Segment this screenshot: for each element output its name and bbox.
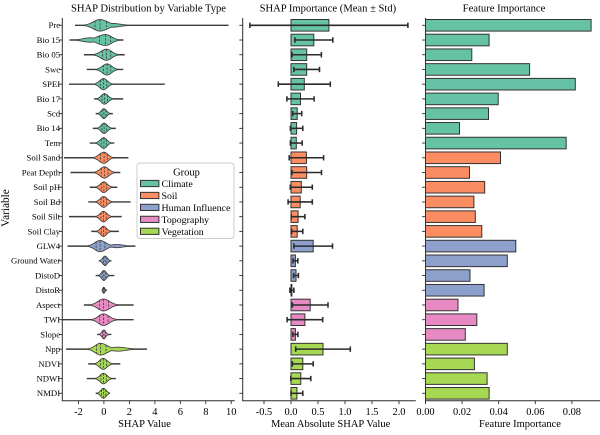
- svg-text:1.0: 1.0: [339, 407, 352, 418]
- svg-text:0.0: 0.0: [285, 407, 298, 418]
- svg-text:Peat Depth: Peat Depth: [22, 167, 61, 177]
- svg-text:Variable: Variable: [0, 189, 12, 227]
- svg-text:Soil pH: Soil pH: [33, 182, 61, 192]
- svg-text:SHAP Importance (Mean ± Std): SHAP Importance (Mean ± Std): [260, 3, 397, 14]
- svg-text:2.0: 2.0: [393, 407, 406, 418]
- svg-text:Bio 05: Bio 05: [37, 50, 60, 60]
- svg-text:Mean Absolute SHAP Value: Mean Absolute SHAP Value: [271, 419, 391, 430]
- svg-text:0.08: 0.08: [563, 407, 581, 418]
- svg-text:-0.5: -0.5: [256, 407, 272, 418]
- svg-text:Aspect: Aspect: [36, 300, 61, 310]
- svg-text:SPEI: SPEI: [42, 79, 60, 89]
- svg-text:Soil Sand: Soil Sand: [27, 153, 61, 163]
- svg-text:NDVI: NDVI: [38, 359, 60, 369]
- svg-text:1.5: 1.5: [366, 407, 379, 418]
- svg-text:Slope: Slope: [40, 329, 60, 339]
- svg-text:Npp: Npp: [45, 344, 60, 354]
- svg-text:Climate: Climate: [162, 179, 194, 190]
- svg-text:0.02: 0.02: [453, 407, 471, 418]
- svg-text:Human Influence: Human Influence: [162, 203, 231, 214]
- svg-text:Bio 15: Bio 15: [37, 35, 60, 45]
- svg-text:Soil Clay: Soil Clay: [28, 226, 61, 236]
- svg-text:Feature Importance: Feature Importance: [479, 419, 561, 430]
- svg-text:DistoD: DistoD: [35, 270, 60, 280]
- svg-text:Tem: Tem: [45, 138, 61, 148]
- svg-text:6: 6: [178, 407, 183, 418]
- svg-text:Vegetation: Vegetation: [162, 227, 204, 238]
- svg-text:2: 2: [127, 407, 132, 418]
- svg-text:NMDI: NMDI: [37, 388, 60, 398]
- svg-text:Topography: Topography: [162, 215, 210, 226]
- svg-text:Feature Importance: Feature Importance: [463, 3, 546, 14]
- svg-text:-2: -2: [74, 407, 83, 418]
- svg-text:4: 4: [152, 407, 158, 418]
- svg-text:Group: Group: [173, 168, 200, 179]
- svg-text:NDWI: NDWI: [36, 373, 60, 383]
- svg-text:0: 0: [101, 407, 106, 418]
- svg-text:8: 8: [203, 407, 208, 418]
- svg-text:DistoR: DistoR: [35, 285, 60, 295]
- svg-text:Ground Water: Ground Water: [11, 256, 60, 266]
- svg-text:SHAP Distribution by Variable: SHAP Distribution by Variable Type: [71, 3, 226, 14]
- svg-text:0.5: 0.5: [312, 407, 325, 418]
- svg-text:SHAP Value: SHAP Value: [118, 419, 171, 430]
- svg-text:Swc: Swc: [45, 64, 60, 74]
- svg-text:Soil: Soil: [162, 191, 178, 202]
- svg-text:Scd: Scd: [47, 109, 61, 119]
- svg-text:TWI: TWI: [44, 315, 61, 325]
- svg-text:0.00: 0.00: [416, 407, 434, 418]
- svg-text:GLW4: GLW4: [37, 241, 61, 251]
- svg-text:Pre: Pre: [49, 20, 61, 30]
- svg-text:0.04: 0.04: [490, 407, 509, 418]
- svg-text:Bio 14: Bio 14: [37, 123, 61, 133]
- svg-text:Bio 17: Bio 17: [37, 94, 61, 104]
- svg-text:Soil Silt: Soil Silt: [32, 212, 61, 222]
- svg-text:0.06: 0.06: [526, 407, 544, 418]
- svg-text:Soil Bd: Soil Bd: [34, 197, 61, 207]
- svg-text:10: 10: [226, 407, 236, 418]
